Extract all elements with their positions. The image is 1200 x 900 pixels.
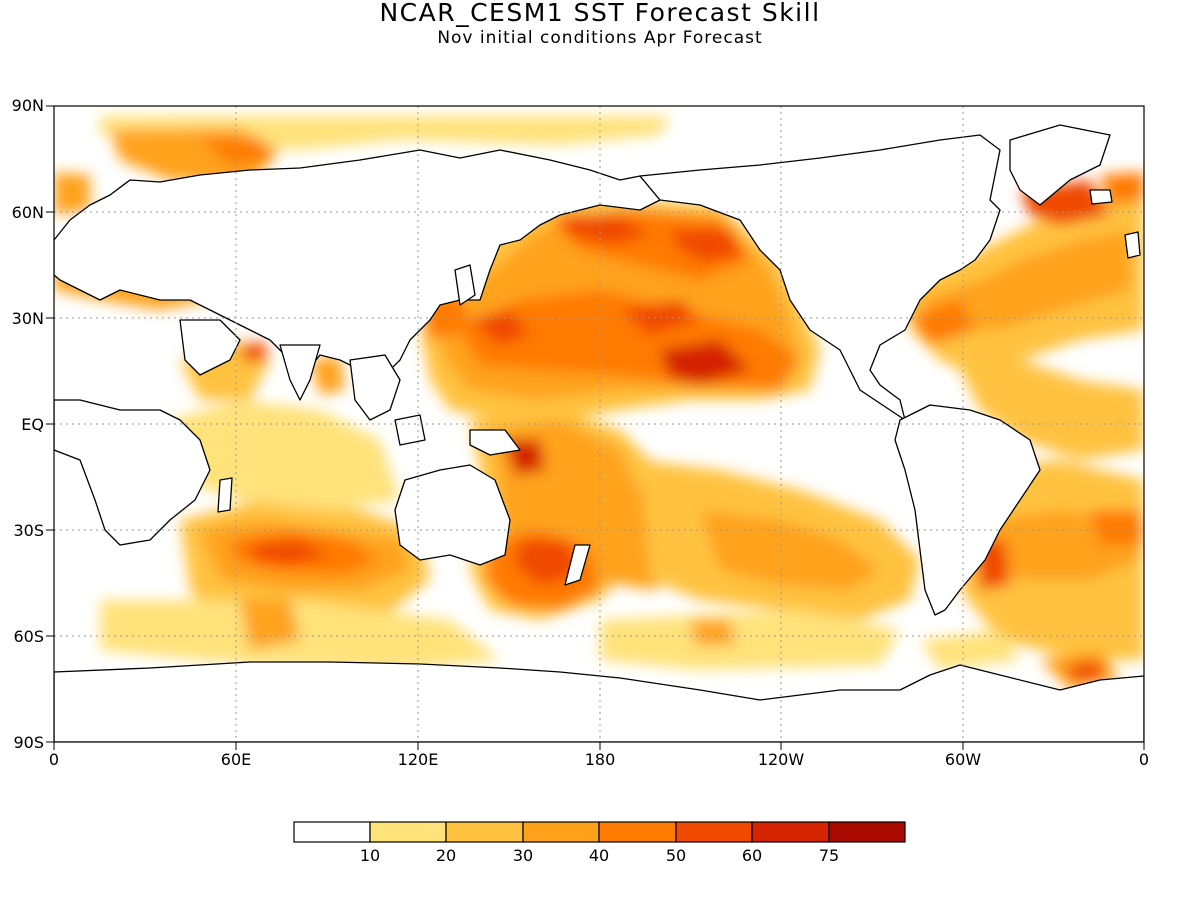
- lat-label-60s: 60S: [13, 627, 44, 646]
- skill-red-sea-core: [240, 342, 268, 362]
- plot-frame: [53, 105, 1145, 743]
- skill-central-pacific-core: [470, 310, 530, 345]
- axis-ticks: [46, 105, 1145, 750]
- landmass-africa: [54, 399, 211, 546]
- landmass-north-america: [639, 134, 1001, 421]
- lat-label-30s: 30S: [13, 521, 44, 540]
- lon-label-180: 180: [584, 750, 616, 769]
- lat-label-30n: 30N: [11, 309, 44, 328]
- landmass-south-america: [894, 404, 1041, 616]
- skill-weddell-core: [1065, 660, 1105, 682]
- lat-label-60n: 60N: [11, 203, 44, 222]
- skill-north-pacific-core: [560, 215, 650, 245]
- lat-label-eq: EQ: [21, 415, 44, 434]
- lat-label-90n: 90N: [11, 96, 44, 115]
- lon-label-360: 0: [1138, 750, 1150, 769]
- colorbar-label-30: 30: [512, 846, 534, 865]
- skill-southern-ocean-pacific: [600, 610, 900, 670]
- landmass-borneo: [394, 414, 426, 446]
- skill-norwegian-sea: [200, 138, 270, 165]
- landmass-japan: [454, 264, 476, 306]
- landmass-australia: [394, 464, 511, 566]
- colorbar-box-1: [293, 821, 371, 843]
- lon-label-120w: 120W: [757, 750, 805, 769]
- skill-central-pacific-core-2: [660, 340, 750, 385]
- landmass-india: [279, 344, 321, 401]
- skill-south-atlantic-east: [1090, 510, 1144, 545]
- colorbar-box-7: [751, 821, 830, 843]
- lon-label-60e: 60E: [220, 750, 252, 769]
- lon-label-60w: 60W: [944, 750, 982, 769]
- skill-gulf-stream: [910, 300, 975, 345]
- colorbar-box-3: [445, 821, 524, 843]
- skill-south-indian-core: [250, 540, 330, 565]
- skill-bay-of-bengal: [310, 355, 345, 395]
- skill-southern-indian-ocean-band: [100, 600, 500, 670]
- skill-tasman-core: [515, 540, 580, 585]
- skill-drake-passage: [920, 630, 1020, 670]
- colorbar-box-4: [522, 821, 600, 843]
- landmass-southeast-asia: [349, 354, 401, 421]
- colorbar-box-2: [369, 821, 447, 843]
- lon-label-0: 0: [48, 750, 60, 769]
- landmass-greenland: [1009, 124, 1111, 206]
- landmass-new-zealand: [564, 544, 591, 586]
- landmass-eurasia: [54, 149, 661, 381]
- skill-alaska-gulf-core: [670, 228, 745, 262]
- colorbar-label-60: 60: [741, 846, 763, 865]
- colorbar-box-8: [828, 821, 906, 843]
- skill-southern-ocean-spot: [240, 600, 300, 650]
- colorbar-label-40: 40: [588, 846, 610, 865]
- skill-greenland-sea-east: [54, 172, 90, 215]
- colorbar: [293, 821, 906, 843]
- map-subtitle: Nov initial conditions Apr Forecast: [437, 28, 763, 48]
- colorbar-label-20: 20: [435, 846, 457, 865]
- skill-southern-ocean-pacific-spot: [690, 620, 735, 645]
- map-title: NCAR_CESM1 SST Forecast Skill: [379, 0, 821, 27]
- lat-label-90s: 90S: [13, 733, 44, 752]
- landmass-madagascar: [217, 477, 233, 513]
- landmass-antarctica: [54, 661, 1144, 742]
- lon-label-120e: 120E: [397, 750, 439, 769]
- landmass-new-guinea: [469, 429, 521, 456]
- skill-north-atlantic-mid: [920, 230, 1130, 330]
- skill-tropical-atlantic: [960, 360, 1144, 460]
- landmass-iceland: [1089, 189, 1113, 205]
- landmass-uk: [1124, 231, 1141, 259]
- colorbar-label-50: 50: [665, 846, 687, 865]
- colorbar-label-75: 75: [818, 846, 840, 865]
- landmass-arabia: [179, 319, 241, 376]
- colorbar-box-5: [598, 821, 677, 843]
- grid-lines: [54, 106, 1144, 742]
- colorbar-label-10: 10: [359, 846, 381, 865]
- colorbar-box-6: [675, 821, 753, 843]
